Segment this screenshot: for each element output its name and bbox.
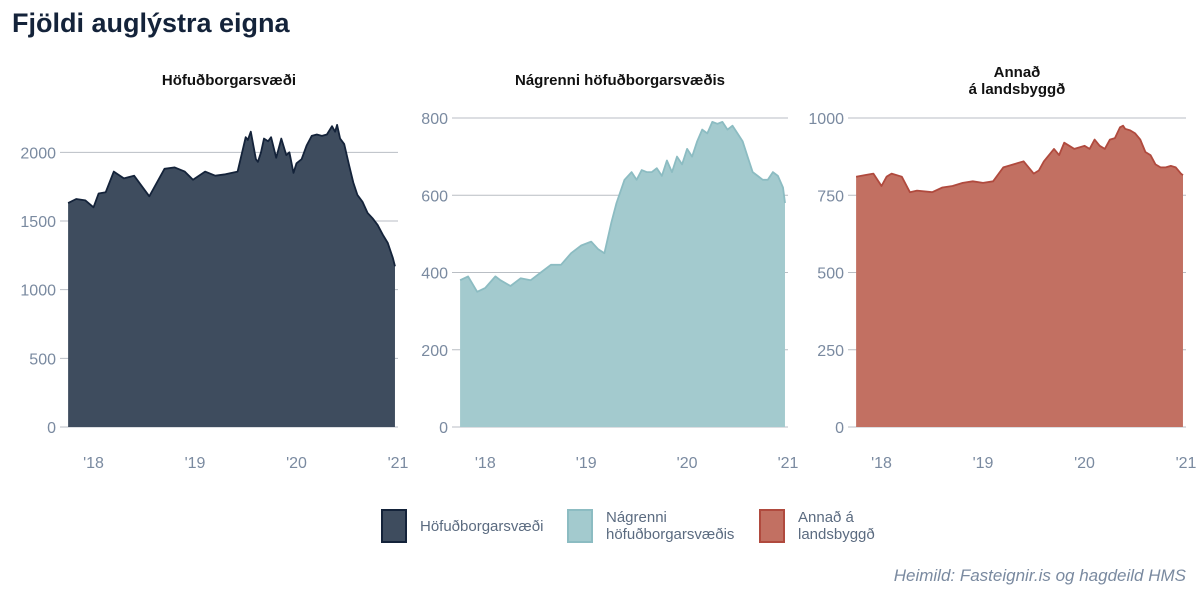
source-caption: Heimild: Fasteignir.is og hagdeild HMS	[893, 566, 1186, 585]
y-tick-label: 400	[421, 266, 448, 283]
legend-item-hofudborgarsv-di: Höfuðborgarsvæði	[381, 509, 543, 543]
chart-title: Fjöldi auglýstra eigna	[12, 8, 290, 38]
x-tick-label: '20	[677, 455, 698, 472]
y-tick-label: 0	[835, 420, 844, 437]
y-tick-label: 1000	[20, 283, 56, 300]
y-tick-label: 2000	[20, 145, 56, 162]
panel-hofudborgarsv-di: Höfuðborgarsvæði 0 500 1000 1500 2000 '18 '19 '2…	[20, 72, 408, 472]
panel-title: Nágrenni höfuðborgarsvæðis	[515, 72, 725, 89]
x-tick-label: '21	[778, 455, 799, 472]
y-tick-label: 0	[47, 420, 56, 437]
panel-title: Annað á landsbyggð	[969, 64, 1066, 98]
panel-title: Höfuðborgarsvæði	[162, 72, 296, 89]
series-line	[67, 124, 396, 267]
legend-label: Nágrenni höfuðborgarsvæðis	[606, 509, 734, 543]
x-tick-label: '19	[576, 455, 597, 472]
panel-annad-a-landsbyggd: Annað á landsbyggð 0 250 500 750 1000 '18 '19 '20…	[808, 64, 1196, 472]
panel-nagrenni-hofudborgarsv-dis: Nágrenni höfuðborgarsvæðis 0 200 400 600 800 '…	[421, 72, 798, 472]
x-tick-label: '20	[1074, 455, 1095, 472]
x-tick-label: '21	[388, 455, 409, 472]
legend-swatch	[381, 509, 407, 543]
area-nagrenni-hofudborgarsv-dis	[460, 121, 785, 428]
x-tick-label: '18	[871, 455, 892, 472]
x-tick-label: '21	[1176, 455, 1197, 472]
y-tick-label: 1000	[808, 111, 844, 128]
x-tick-label: '19	[185, 455, 206, 472]
legend-label: Höfuðborgarsvæði	[420, 518, 543, 535]
y-tick-label: 600	[421, 188, 448, 205]
y-tick-label: 750	[817, 188, 844, 205]
legend-swatch	[567, 509, 593, 543]
series-line	[459, 121, 786, 293]
x-tick-label: '19	[973, 455, 994, 472]
area-hofudborgarsv-di	[68, 124, 395, 428]
y-tick-label: 250	[817, 343, 844, 360]
legend-item-annad-a-landsbyggd: Annað á landsbyggð	[759, 509, 875, 543]
legend-label: Annað á landsbyggð	[798, 509, 875, 543]
y-tick-label: 200	[421, 343, 448, 360]
x-tick-label: '18	[83, 455, 104, 472]
legend-item-nagrenni-hofudborgarsv-dis: Nágrenni höfuðborgarsvæðis	[567, 509, 734, 543]
y-tick-label: 500	[29, 351, 56, 368]
area-annad-a-landsbyggd	[856, 125, 1183, 427]
legend: Höfuðborgarsvæði Nágrenni höfuðborgarsvæði…	[381, 509, 875, 543]
y-tick-label: 0	[439, 420, 448, 437]
x-tick-label: '18	[475, 455, 496, 472]
y-tick-label: 800	[421, 111, 448, 128]
y-tick-label: 500	[817, 266, 844, 283]
series-line	[855, 124, 1184, 194]
x-tick-label: '20	[286, 455, 307, 472]
y-tick-label: 1500	[20, 214, 56, 231]
legend-swatch	[759, 509, 785, 543]
